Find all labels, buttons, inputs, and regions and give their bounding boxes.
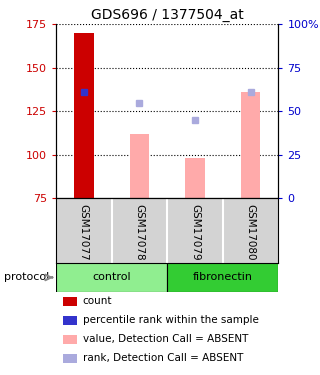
Text: rank, Detection Call = ABSENT: rank, Detection Call = ABSENT	[83, 353, 243, 363]
Bar	[185, 158, 205, 198]
Text: GSM17077: GSM17077	[79, 204, 89, 260]
Text: count: count	[83, 296, 112, 306]
Bar	[63, 297, 77, 306]
Bar	[74, 33, 93, 198]
Bar	[56, 262, 167, 292]
Text: GSM17080: GSM17080	[246, 204, 256, 260]
Text: GSM17079: GSM17079	[190, 204, 200, 260]
Bar	[63, 354, 77, 363]
Bar	[241, 92, 260, 198]
Text: GSM17078: GSM17078	[134, 204, 144, 260]
Bar	[63, 335, 77, 344]
Bar	[167, 262, 278, 292]
Text: fibronectin: fibronectin	[193, 273, 253, 282]
Text: control: control	[92, 273, 131, 282]
Title: GDS696 / 1377504_at: GDS696 / 1377504_at	[91, 8, 244, 22]
Text: percentile rank within the sample: percentile rank within the sample	[83, 315, 259, 325]
Bar	[130, 134, 149, 198]
Bar	[63, 316, 77, 325]
Text: value, Detection Call = ABSENT: value, Detection Call = ABSENT	[83, 334, 248, 344]
Text: protocol: protocol	[4, 273, 49, 282]
